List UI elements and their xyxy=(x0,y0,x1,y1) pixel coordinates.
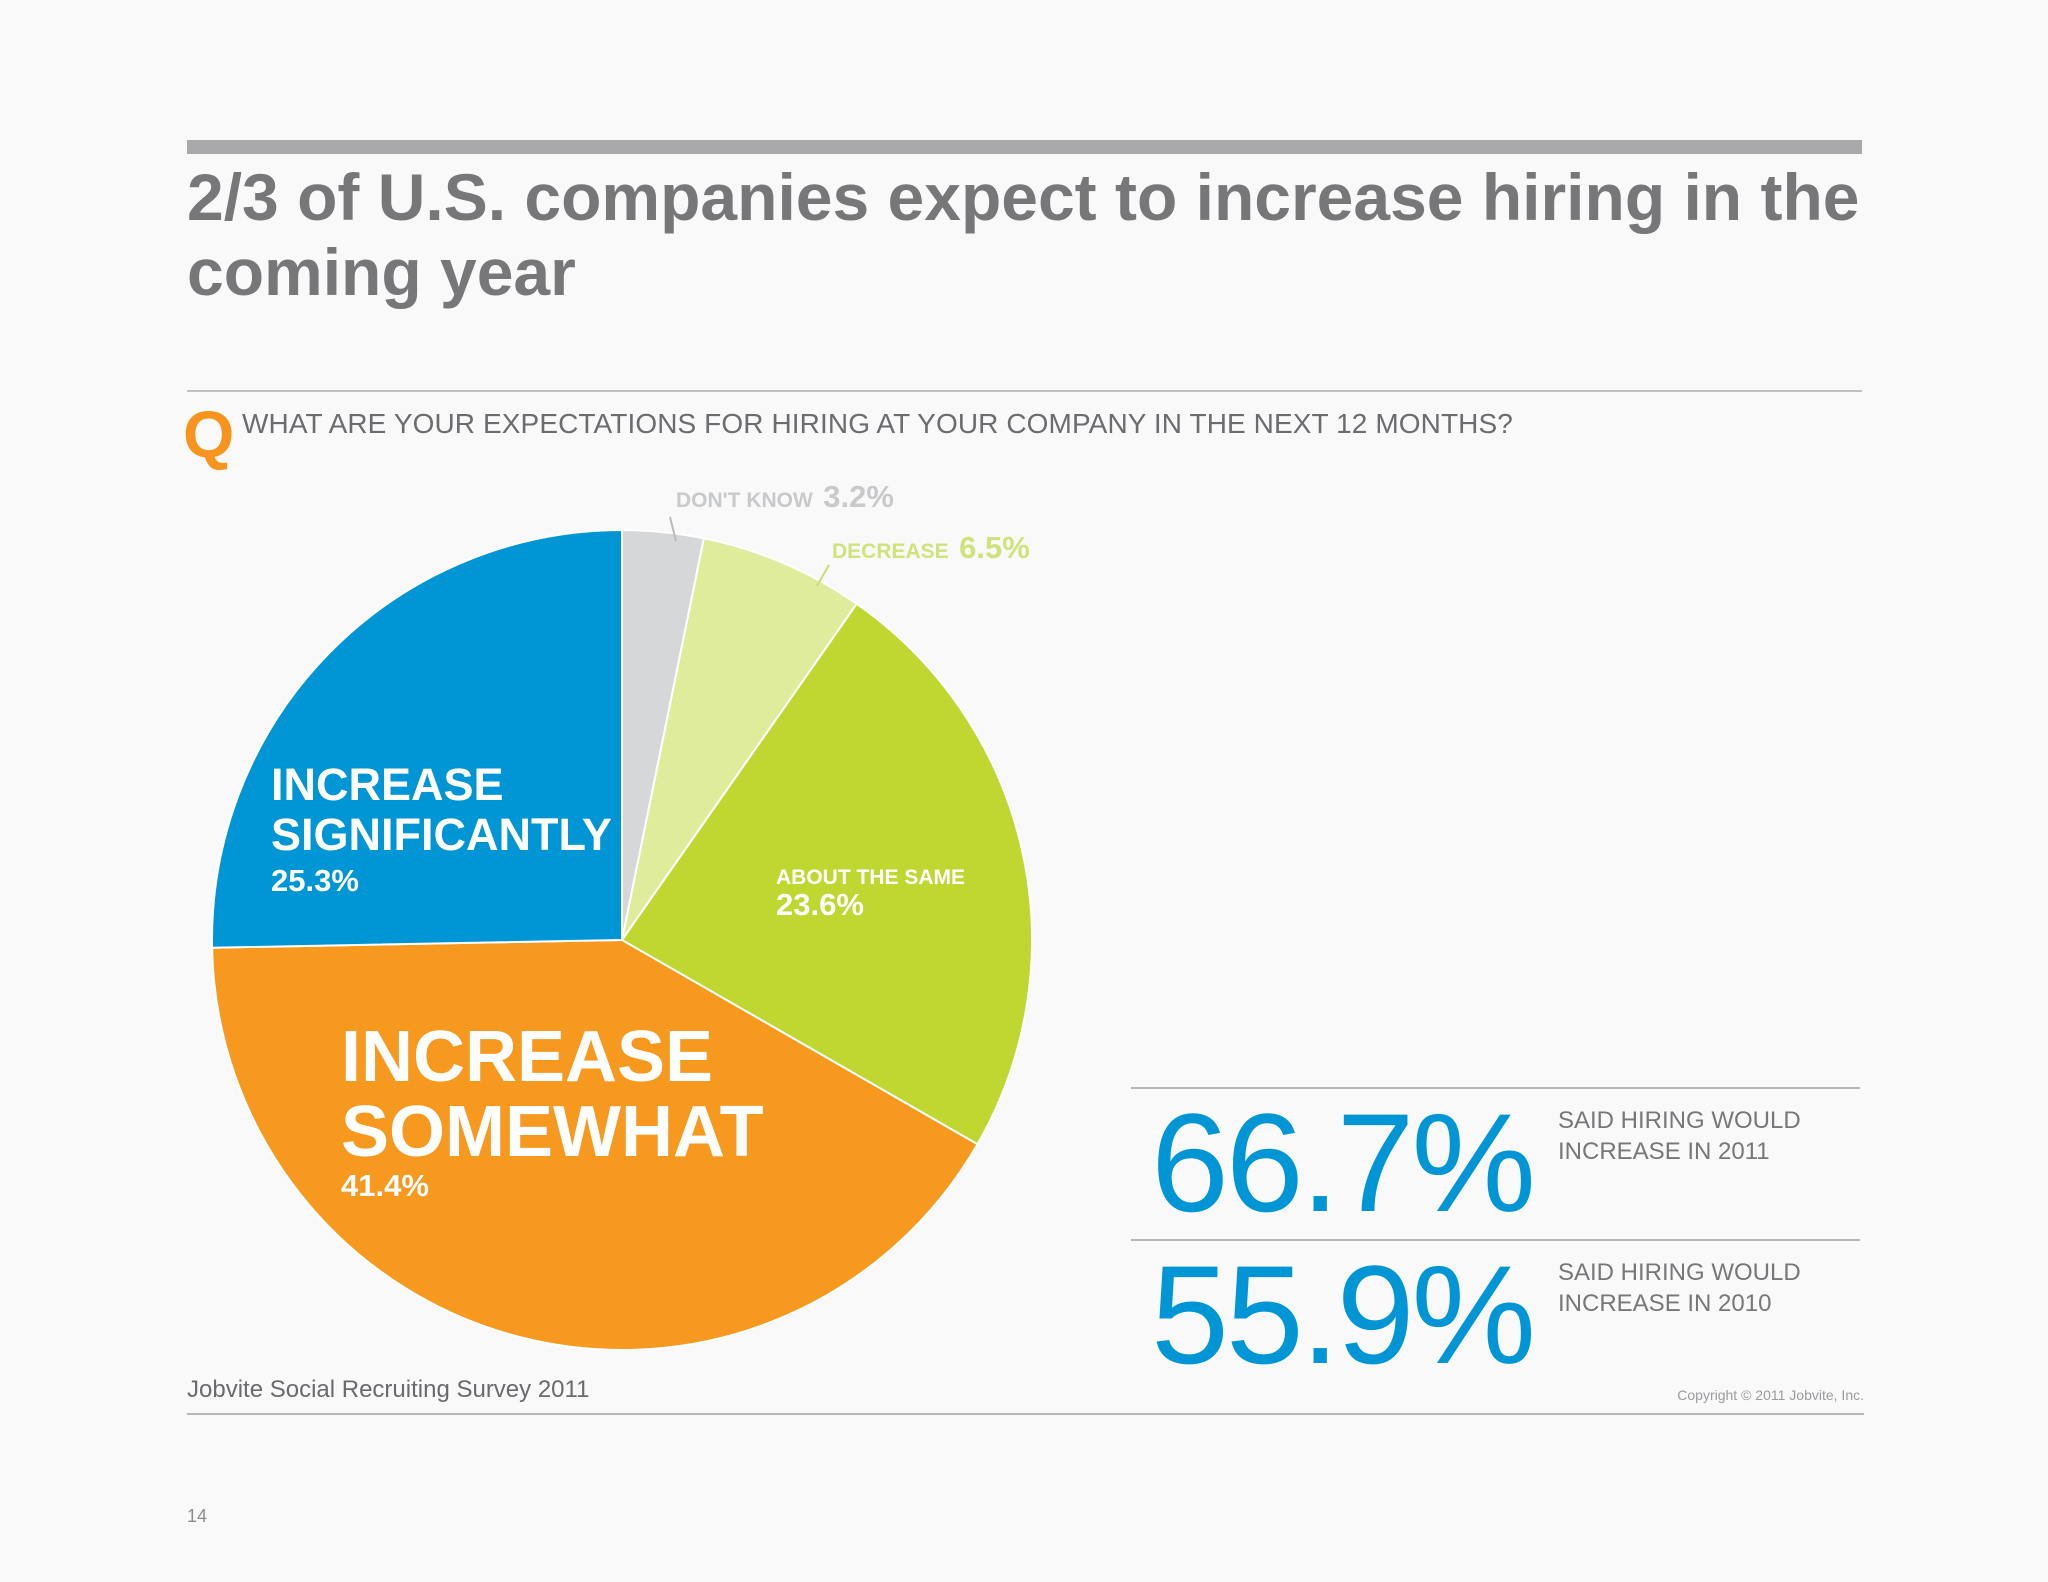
stat-divider xyxy=(1131,1239,1860,1241)
stat-2010-value: 55.9% xyxy=(1151,1236,1536,1393)
stat-2011-value: 66.7% xyxy=(1151,1084,1536,1241)
label-dont-know-name: DON'T KNOW xyxy=(676,489,813,512)
stat-2010-label-line1: SAID HIRING WOULD xyxy=(1558,1259,1801,1286)
label-dont-know-value: 3.2% xyxy=(823,479,894,514)
label-same-name: ABOUT THE SAME xyxy=(776,866,965,889)
stat-2011-label-line1: SAID HIRING WOULD xyxy=(1558,1107,1801,1134)
pie-slice-increase-somewhat xyxy=(211,938,979,1351)
title-rule xyxy=(187,140,1862,154)
stat-2011-label-line2: INCREASE IN 2011 xyxy=(1558,1138,1770,1165)
pie-slice-about-the-same xyxy=(620,602,1034,1146)
label-same-value: 23.6% xyxy=(776,887,864,922)
label-somewhat-line1: INCREASE xyxy=(341,1017,713,1097)
pie-slices xyxy=(211,528,1034,1351)
label-decrease-value: 6.5% xyxy=(959,530,1030,565)
stat-2011-label: SAID HIRING WOULD INCREASE IN 2011 xyxy=(1558,1105,1818,1167)
footer-rule xyxy=(187,1413,1864,1415)
label-significantly-value: 25.3% xyxy=(271,863,359,898)
leader-line-decrease xyxy=(816,564,830,587)
stat-divider xyxy=(1131,1087,1860,1089)
label-somewhat-value: 41.4% xyxy=(341,1168,429,1203)
label-somewhat-line2: SOMEWHAT xyxy=(341,1092,764,1172)
question-mark-label: Q xyxy=(183,397,235,471)
page-title: 2/3 of U.S. companies expect to increase… xyxy=(187,160,1860,309)
label-significantly-line1: INCREASE xyxy=(271,759,504,810)
question-text: WHAT ARE YOUR EXPECTATIONS FOR HIRING AT… xyxy=(242,408,1513,439)
stat-2010-label: SAID HIRING WOULD INCREASE IN 2010 xyxy=(1558,1257,1818,1319)
pie-slice-increase-significantly xyxy=(211,528,623,949)
stat-2010-label-line2: INCREASE IN 2010 xyxy=(1558,1290,1772,1317)
source-note: Jobvite Social Recruiting Survey 2011 xyxy=(187,1376,590,1403)
copyright-note: Copyright © 2011 Jobvite, Inc. xyxy=(1677,1387,1864,1403)
label-decrease-name: DECREASE xyxy=(832,540,949,563)
question-rule xyxy=(187,390,1862,392)
label-significantly-line2: SIGNIFICANTLY xyxy=(271,809,612,860)
label-decrease: DECREASE 6.5% xyxy=(832,530,1030,565)
label-dont-know: DON'T KNOW 3.2% xyxy=(676,479,894,514)
pie-slice-decrease xyxy=(621,537,859,941)
page-number: 14 xyxy=(187,1506,208,1526)
leader-line-dont-know xyxy=(669,516,677,542)
